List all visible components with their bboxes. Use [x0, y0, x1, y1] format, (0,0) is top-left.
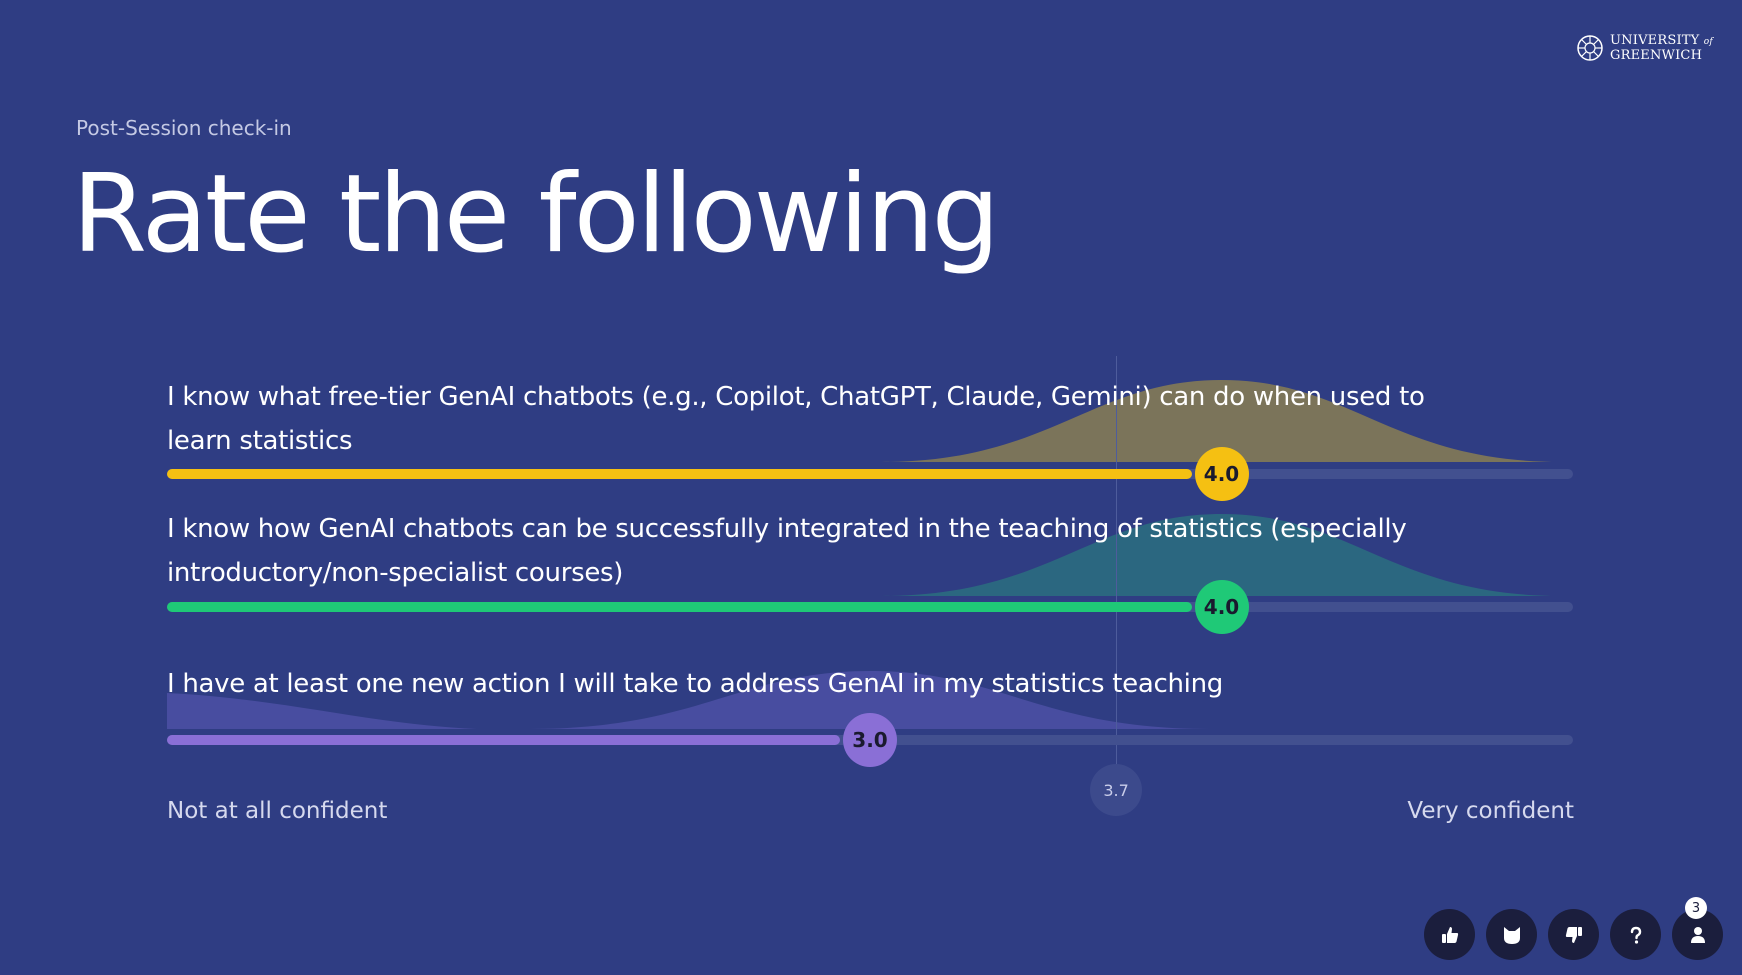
thumbs-down-button[interactable]: [1548, 909, 1599, 960]
university-logo: UNIVERSITY of GREENWICH: [1576, 34, 1713, 62]
question-button[interactable]: [1610, 909, 1661, 960]
cat-icon: [1503, 926, 1520, 944]
slider-fill-3: [167, 735, 840, 745]
participant-count-badge: 3: [1685, 897, 1707, 919]
slider-knob-3: 3.0: [843, 713, 897, 767]
statement-2-text: I know how GenAI chatbots can be success…: [167, 514, 1407, 588]
participants-icon: [1690, 926, 1705, 943]
slider-track-2: 4.0: [167, 580, 1573, 634]
reaction-toolbar: 3: [1424, 897, 1723, 960]
slider-knob-1: 4.0: [1194, 447, 1249, 501]
thumbs-up-icon: [1441, 926, 1458, 943]
participants-button[interactable]: 3: [1672, 897, 1723, 960]
subtitle: Post-Session check-in: [76, 116, 292, 140]
statement-3-text: I have at least one new action I will ta…: [167, 669, 1223, 699]
scale-max-label: Very confident: [1407, 798, 1574, 824]
slider-fill-2: [167, 602, 1192, 612]
logo-wordmark: UNIVERSITY of GREENWICH: [1610, 33, 1713, 63]
scale-min-label: Not at all confident: [167, 798, 388, 824]
average-line: [1116, 356, 1118, 766]
slider-fill-1: [167, 469, 1192, 479]
statement-1-text: I know what free-tier GenAI chatbots (e.…: [167, 382, 1425, 456]
thumbs-up-button[interactable]: [1424, 909, 1475, 960]
slider-track-1: 4.0: [167, 447, 1573, 501]
crest-icon: [1577, 35, 1603, 61]
slider-track-3: 3.0: [167, 713, 1573, 767]
average-badge: 3.7: [1090, 764, 1143, 816]
question-icon: [1630, 926, 1641, 944]
cat-button[interactable]: [1486, 909, 1537, 960]
slider-knob-2: 4.0: [1194, 580, 1249, 634]
thumbs-down-icon: [1565, 926, 1582, 943]
page-title: Rate the following: [72, 152, 1000, 277]
